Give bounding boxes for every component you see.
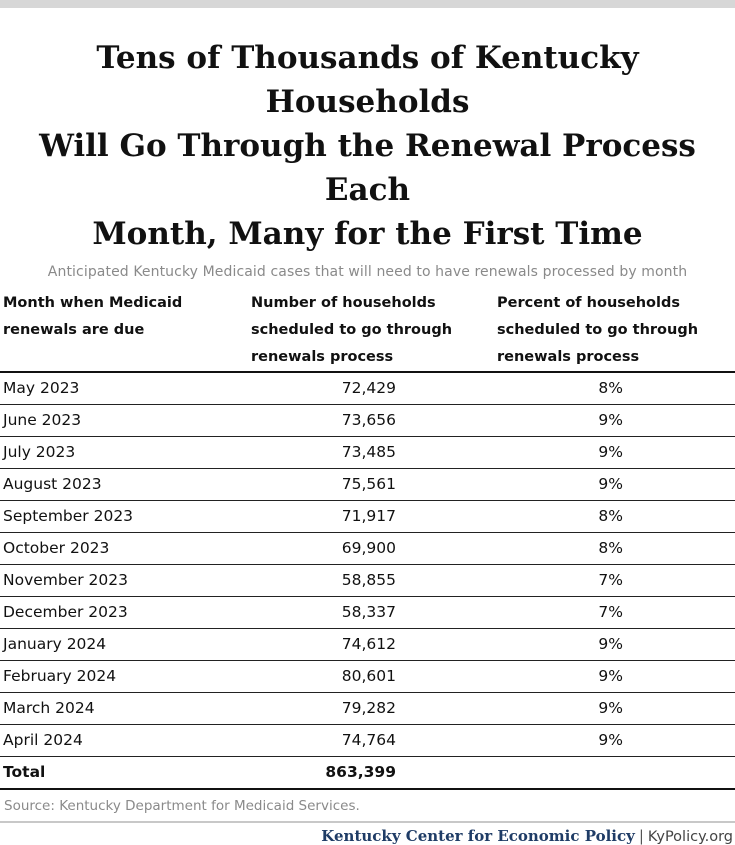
- cell-households: 72,429: [248, 372, 494, 405]
- total-row: Total 863,399: [0, 756, 735, 790]
- header-line: renewals process: [251, 349, 394, 365]
- cell-households: 79,282: [248, 692, 494, 725]
- cell-households: 74,612: [248, 628, 494, 661]
- total-percent: [494, 756, 735, 790]
- table-row: December 2023 58,337 7%: [0, 596, 735, 629]
- cell-percent: 9%: [494, 628, 735, 661]
- top-bar: [0, 0, 735, 8]
- table-row: November 2023 58,855 7%: [0, 564, 735, 597]
- table-row: August 2023 75,561 9%: [0, 468, 735, 501]
- cell-percent: 9%: [494, 404, 735, 437]
- cell-month: October 2023: [0, 532, 248, 565]
- table-row: March 2024 79,282 9%: [0, 692, 735, 725]
- header-line: Percent of households: [497, 295, 680, 311]
- header-line: Month when Medicaid: [3, 295, 183, 311]
- cell-households: 73,485: [248, 436, 494, 469]
- cell-percent: 9%: [494, 436, 735, 469]
- table-row: September 2023 71,917 8%: [0, 500, 735, 533]
- header-line: scheduled to go through: [251, 322, 453, 338]
- cell-month: December 2023: [0, 596, 248, 629]
- cell-households: 71,917: [248, 500, 494, 533]
- cell-month: August 2023: [0, 468, 248, 501]
- cell-month: April 2024: [0, 724, 248, 757]
- cell-households: 58,337: [248, 596, 494, 629]
- header-households: Number of households scheduled to go thr…: [248, 290, 494, 373]
- cell-month: September 2023: [0, 500, 248, 533]
- footer-branding: Kentucky Center for Economic Policy | KyPo…: [0, 827, 735, 845]
- total-households: 863,399: [248, 756, 494, 790]
- cell-households: 73,656: [248, 404, 494, 437]
- header-percent: Percent of households scheduled to go th…: [494, 290, 735, 373]
- org-name: Kentucky Center for Economic Policy: [321, 827, 635, 845]
- title-line: Month, Many for the First Time: [92, 216, 643, 252]
- cell-percent: 7%: [494, 564, 735, 597]
- cell-percent: 9%: [494, 724, 735, 757]
- cell-month: June 2023: [0, 404, 248, 437]
- chart-title: Tens of Thousands of Kentucky Households…: [0, 36, 735, 256]
- header-line: scheduled to go through: [497, 322, 699, 338]
- cell-percent: 8%: [494, 372, 735, 405]
- header-line: renewals process: [497, 349, 640, 365]
- site-url: KyPolicy.org: [647, 829, 733, 845]
- table-row: July 2023 73,485 9%: [0, 436, 735, 469]
- table-row: April 2024 74,764 9%: [0, 724, 735, 757]
- cell-percent: 9%: [494, 660, 735, 693]
- cell-percent: 9%: [494, 468, 735, 501]
- header-line: Number of households: [251, 295, 436, 311]
- chart-subtitle: Anticipated Kentucky Medicaid cases that…: [47, 264, 688, 280]
- cell-percent: 8%: [494, 532, 735, 565]
- cell-households: 75,561: [248, 468, 494, 501]
- cell-month: July 2023: [0, 436, 248, 469]
- total-label: Total: [0, 756, 248, 790]
- table-row: May 2023 72,429 8%: [0, 372, 735, 405]
- footer-separator: |: [638, 827, 644, 845]
- cell-month: January 2024: [0, 628, 248, 661]
- table-row: June 2023 73,656 9%: [0, 404, 735, 437]
- cell-households: 58,855: [248, 564, 494, 597]
- cell-percent: 9%: [494, 692, 735, 725]
- footer-divider: [0, 821, 735, 823]
- cell-households: 80,601: [248, 660, 494, 693]
- header-line: renewals are due: [3, 322, 145, 338]
- title-line: Will Go Through the Renewal Process Each: [39, 128, 696, 208]
- renewals-table: Month when Medicaid renewals are due Num…: [0, 290, 735, 790]
- table-row: February 2024 80,601 9%: [0, 660, 735, 693]
- table-header-row: Month when Medicaid renewals are due Num…: [0, 290, 735, 373]
- source-note: Source: Kentucky Department for Medicaid…: [4, 798, 360, 814]
- title-line: Tens of Thousands of Kentucky Households: [96, 40, 639, 120]
- cell-month: March 2024: [0, 692, 248, 725]
- table-row: January 2024 74,612 9%: [0, 628, 735, 661]
- cell-percent: 7%: [494, 596, 735, 629]
- cell-month: February 2024: [0, 660, 248, 693]
- header-month: Month when Medicaid renewals are due: [0, 290, 248, 373]
- cell-households: 69,900: [248, 532, 494, 565]
- table-row: October 2023 69,900 8%: [0, 532, 735, 565]
- cell-month: May 2023: [0, 372, 248, 405]
- cell-percent: 8%: [494, 500, 735, 533]
- cell-month: November 2023: [0, 564, 248, 597]
- cell-households: 74,764: [248, 724, 494, 757]
